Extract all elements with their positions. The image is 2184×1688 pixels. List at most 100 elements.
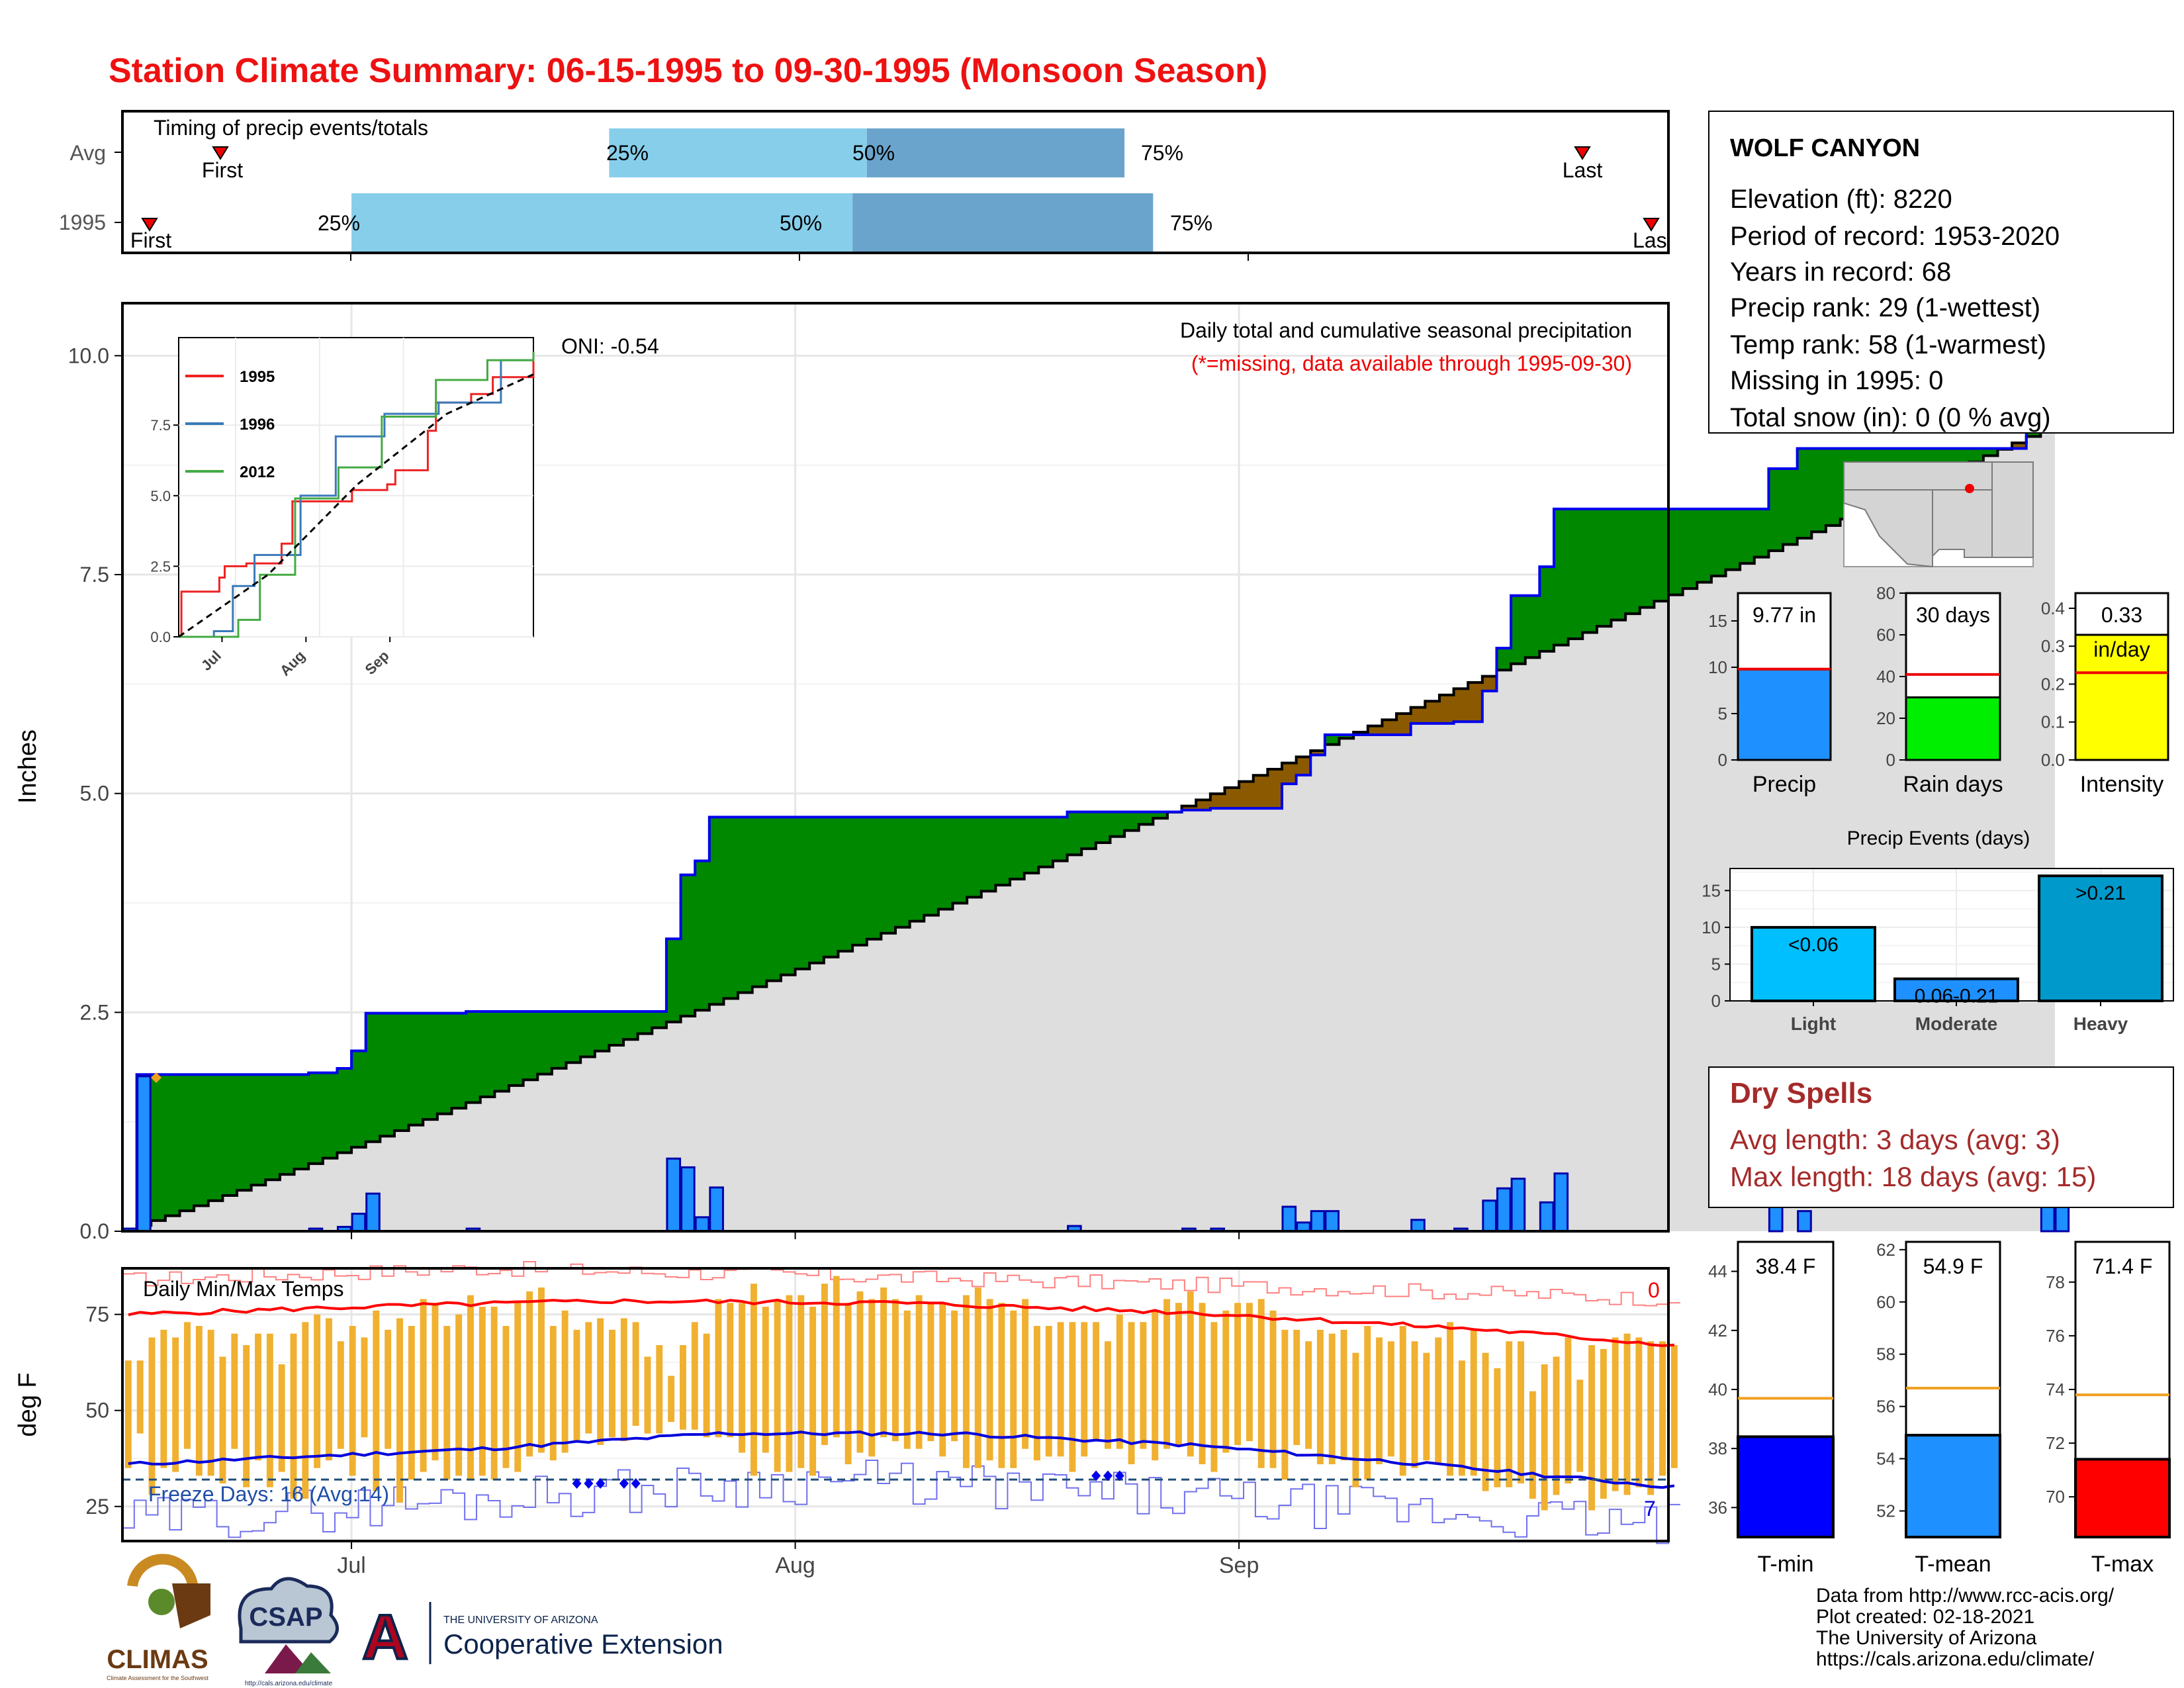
daily-temp-range-bar [1328,1333,1336,1464]
deficit-segment [1210,794,1226,809]
info-temp-rank: Temp rank: 58 (1-warmest) [1730,330,2046,359]
surplus-segment [437,1013,453,1114]
temp-bar-ytick-label: 62 [1876,1240,1895,1260]
events-frame [1729,868,2174,1002]
avg-last-label: Last [1563,158,1603,182]
station-name: WOLF CANYON [1730,134,1920,162]
deficit-segment [1482,676,1498,691]
daily-temp-range-bar [561,1310,569,1453]
daily-temp-range-bar [1612,1337,1619,1491]
temp-bar-ytick-label: 60 [1876,1292,1895,1312]
surplus-segment [838,817,853,951]
cumulative-1995-line [122,359,2055,1231]
mini-ytick-label: 0.1 [2041,712,2065,732]
daily-precip-bar [1310,1210,1326,1233]
daily-temp-range-bar [1163,1299,1171,1449]
daily-temp-range-bar [467,1295,474,1480]
timing-bar-y1995-25-50 [351,193,853,252]
daily-temp-range-bar [951,1310,958,1442]
temp-bar-t-min [1737,1435,1835,1539]
daily-temp-range-bar [1305,1341,1312,1449]
deficit-segment [1353,732,1369,735]
surplus-segment [1124,812,1140,831]
daily-precip-bar [1539,1201,1555,1233]
daily-temp-range-bar [1022,1299,1029,1449]
daily-temp-range-bar [1234,1303,1242,1445]
surplus-segment [566,1011,581,1063]
y1995-first-label: First [130,228,171,252]
svg-text:Climate Assessment for the Sou: Climate Assessment for the Southwest [107,1675,209,1681]
daily-temp-range-bar [1423,1352,1430,1461]
daily-temp-range-bar [396,1318,403,1503]
mini-xlabel: Rain days [1903,772,2003,797]
surplus-segment [1052,817,1068,861]
freeze-day-marker [596,1477,606,1489]
ua-a-icon: A [362,1602,408,1673]
surplus-segment [952,817,968,904]
daily-temp-range-bar [1470,1329,1477,1476]
surplus-segment [823,817,839,957]
deficit-segment [1239,781,1254,809]
surplus-segment [237,1074,252,1191]
daily-temp-range-bar [302,1322,309,1499]
y1995-q50-label: 50% [780,211,822,235]
surplus-segment [594,1011,610,1051]
daily-temp-range-bar [609,1329,615,1438]
daily-temp-range-bar [290,1333,297,1499]
surplus-segment [1010,817,1025,879]
surplus-segment [1639,508,1655,608]
daily-temp-range-bar [786,1295,793,1472]
daily-precip-bar [136,1075,152,1233]
inset-legend-label: 1995 [240,368,275,386]
mini-value-unit: in/day [2093,637,2150,661]
temp-ytick-label: 25 [85,1495,109,1519]
surplus-segment [738,817,753,993]
surplus-segment [279,1074,295,1175]
surplus-segment [451,1013,467,1109]
mini-xlabel: Intensity [2080,772,2164,797]
surplus-segment [466,1011,481,1103]
surplus-segment [1110,812,1125,837]
surplus-segment [1525,595,1540,658]
surplus-segment [881,817,896,933]
surplus-segment [1668,508,1684,595]
footer-line-1: Data from http://www.rcc-acis.org/ [1816,1585,2115,1607]
station-info-box: WOLF CANYON Elevation (ft): 8220 Period … [1708,111,2174,434]
daily-temp-range-bar [1635,1337,1643,1487]
temp-bar-ytick-label: 72 [2046,1433,2065,1453]
daily-temp-range-bar [278,1364,285,1472]
daily-temp-range-bar [243,1345,250,1487]
svg-text:CSAP: CSAP [249,1603,322,1632]
precip-frame [121,302,1670,1233]
surplus-segment [222,1074,238,1196]
mini-ytick-label: 80 [1876,583,1895,603]
surplus-segment [322,1072,338,1158]
daily-precip-bar [365,1192,381,1233]
deficit-segment [1196,800,1211,810]
surplus-segment [895,817,911,927]
surplus-segment [680,874,696,1016]
precip-note2: (*=missing, data available through 1995-… [1191,352,1632,375]
daily-temp-range-bar [1281,1329,1289,1480]
surplus-segment [1339,735,1354,739]
inset-line-1996 [179,352,535,638]
climas-logo: CLIMAS Climate Assessment for the Southw… [107,1554,210,1681]
daily-temp-range-bar [1246,1303,1253,1442]
events-bar-heavy [2038,874,2163,1002]
surplus-segment [1682,508,1698,589]
temp-value-label: 71.4 F [2093,1254,2153,1278]
mini-ytick-label: 15 [1708,611,1727,631]
surplus-segment [1783,468,1798,545]
surplus-segment [337,1068,352,1153]
surplus-segment [967,817,982,898]
surplus-segment [623,1011,639,1040]
daily-temp-range-bar [680,1345,686,1430]
daily-temp-range-bar [891,1299,899,1442]
surplus-segment [1811,448,1827,532]
timing-panel: Timing of precip events/totals Avg 1995 … [59,110,1670,261]
precip-ytick-label: 2.5 [80,1000,109,1024]
surplus-segment [1711,508,1727,577]
deficit-segment [1439,694,1455,724]
temp-title: Daily Min/Max Temps [143,1277,343,1301]
daily-temp-range-bar [1553,1356,1560,1495]
